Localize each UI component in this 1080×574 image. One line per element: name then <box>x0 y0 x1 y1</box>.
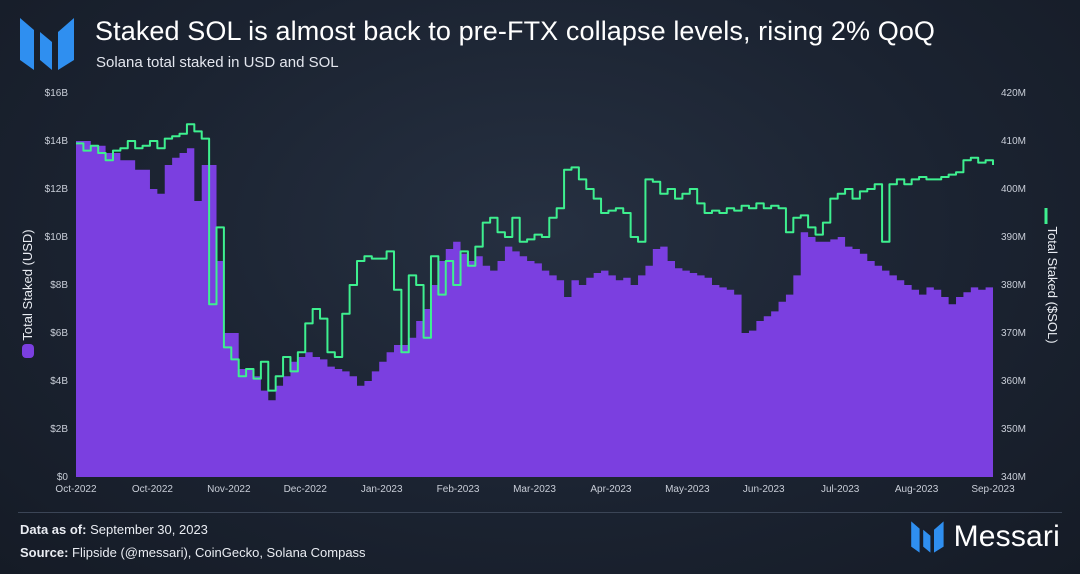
right-axis-ticks: 340M 350M 360M 370M 380M 390M 400M 410M 420M <box>1001 88 1026 483</box>
left-axis-tick-label: $8B <box>50 280 68 291</box>
brand-name: Messari <box>953 520 1060 553</box>
source-label: Source: <box>20 545 69 560</box>
chart-subtitle: Solana total staked in USD and SOL <box>96 54 339 71</box>
x-axis-tick-label: Oct-2022 <box>132 484 174 495</box>
messari-brand-icon <box>910 521 944 553</box>
right-axis-tick-label: 420M <box>1001 88 1026 99</box>
left-axis-legend-swatch <box>22 344 34 358</box>
x-axis-tick-label: Mar-2023 <box>513 484 556 495</box>
sol-staked-line <box>76 123 994 392</box>
left-axis-tick-label: $6B <box>50 328 68 339</box>
x-axis-tick-label: Aug-2023 <box>895 484 939 495</box>
x-axis-tick-label: Jul-2023 <box>821 484 860 495</box>
left-axis-tick-label: $12B <box>45 184 69 195</box>
chart-series <box>76 123 994 477</box>
left-axis-label-group: Total Staked (USD) <box>20 229 35 340</box>
right-axis-tick-label: 380M <box>1001 280 1026 291</box>
left-axis-tick-label: $14B <box>45 136 69 147</box>
x-axis-ticks: Oct-2022 Oct-2022 Nov-2022 Dec-2022 Jan-2023… <box>55 484 1015 495</box>
left-axis-tick-label: $2B <box>50 424 68 435</box>
chart-plot: $0$2B$4B$6B$8B$10B$12B$14B$16B 340M350M3… <box>20 88 1060 495</box>
x-axis-tick-label: Dec-2022 <box>284 484 328 495</box>
left-axis-tick-label: $16B <box>45 88 69 99</box>
data-as-of: Data as of: September 30, 2023 <box>20 522 208 537</box>
left-axis-tick-label: $10B <box>45 232 69 243</box>
footer-divider <box>18 512 1062 513</box>
left-axis-label: Total Staked (USD) <box>20 229 35 340</box>
source-line: Source: Flipside (@messari), CoinGecko, … <box>20 545 366 560</box>
right-axis-label-group: Total Staked ($SOL) <box>1045 226 1060 343</box>
data-as-of-value: September 30, 2023 <box>90 522 208 537</box>
source-value: Flipside (@messari), CoinGecko, Solana C… <box>72 545 366 560</box>
x-axis-tick-label: Jan-2023 <box>361 484 403 495</box>
left-axis-tick-label: $0 <box>57 472 69 483</box>
chart-title: Staked SOL is almost back to pre-FTX col… <box>95 16 936 46</box>
x-axis-tick-label: Sep-2023 <box>971 484 1015 495</box>
right-axis-tick-label: 410M <box>1001 136 1026 147</box>
right-axis-label: Total Staked ($SOL) <box>1045 226 1060 343</box>
right-axis-tick-label: 340M <box>1001 472 1026 483</box>
brand: Messari <box>910 520 1060 554</box>
left-axis-ticks: $0 $2B $4B $6B $8B $10B $12B $14B $16B <box>45 88 69 483</box>
x-axis-tick-label: Jun-2023 <box>743 484 785 495</box>
data-as-of-label: Data as of: <box>20 522 87 537</box>
right-axis-tick-label: 360M <box>1001 376 1026 387</box>
right-axis-tick-label: 390M <box>1001 232 1026 243</box>
right-axis-tick-label: 400M <box>1001 184 1026 195</box>
x-axis-tick-label: Apr-2023 <box>590 484 632 495</box>
x-axis-tick-label: Nov-2022 <box>207 484 251 495</box>
right-axis-tick-label: 370M <box>1001 328 1026 339</box>
x-axis-tick-label: Oct-2022 <box>55 484 97 495</box>
x-axis-tick-label: Feb-2023 <box>437 484 480 495</box>
right-axis-tick-label: 350M <box>1001 424 1026 435</box>
x-axis-tick-label: May-2023 <box>665 484 710 495</box>
left-axis-tick-label: $4B <box>50 376 68 387</box>
messari-logo-icon <box>20 18 74 70</box>
usd-staked-area <box>76 141 993 477</box>
